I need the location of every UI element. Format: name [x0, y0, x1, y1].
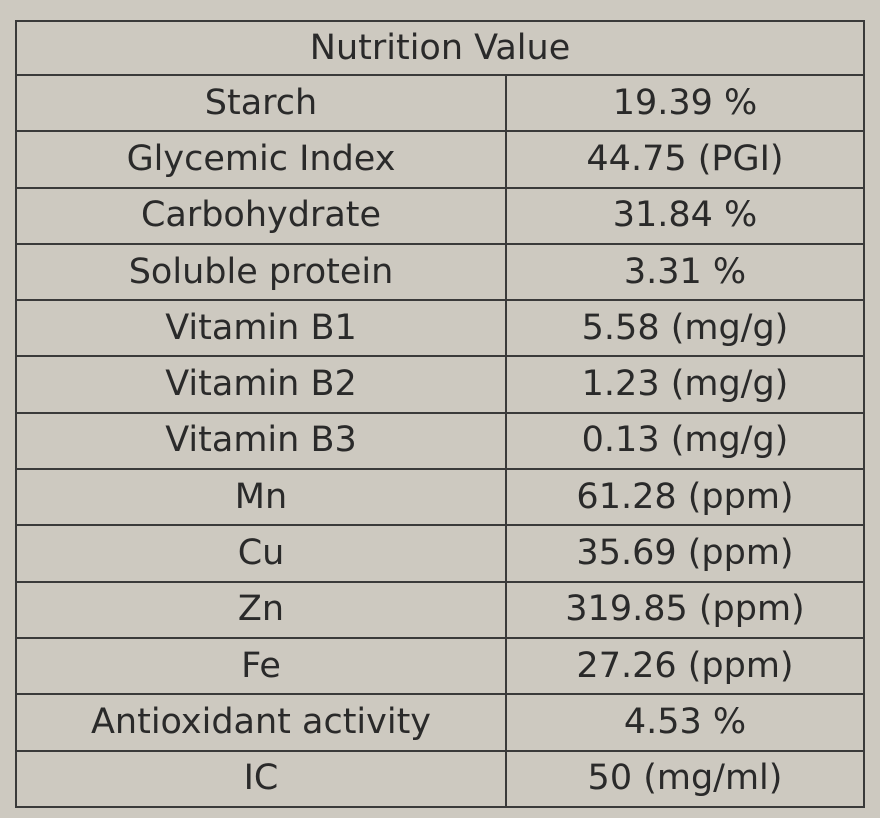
nutrient-name: Antioxidant activity [15, 693, 507, 752]
nutrient-value: 44.75 (PGI) [504, 130, 866, 189]
nutrient-value: 0.13 (mg/g) [504, 411, 866, 471]
nutrient-value: 19.39 % [504, 73, 866, 133]
table-row: Cu 35.69 (ppm) [15, 524, 866, 583]
table-row: Mn 61.28 (ppm) [15, 468, 866, 527]
nutrient-value: 27.26 (ppm) [504, 636, 866, 696]
nutrient-name: Vitamin B1 [15, 299, 507, 358]
nutrient-name: Fe [15, 636, 507, 696]
nutrient-value: 61.28 (ppm) [504, 468, 866, 527]
nutrient-value: 5.58 (mg/g) [504, 299, 866, 358]
table-row: Glycemic Index 44.75 (PGI) [15, 130, 866, 189]
nutrient-value: 319.85 (ppm) [504, 580, 866, 639]
table-row: Vitamin B3 0.13 (mg/g) [15, 411, 866, 471]
nutrient-name: Starch [15, 73, 507, 133]
table-row: Vitamin B1 5.58 (mg/g) [15, 299, 866, 358]
nutrient-value: 1.23 (mg/g) [504, 355, 866, 414]
table-row: Soluble protein 3.31 % [15, 242, 866, 302]
nutrient-name: Zn [15, 580, 507, 639]
nutrient-name: Cu [15, 524, 507, 583]
table-row: Fe 27.26 (ppm) [15, 636, 866, 696]
nutrient-value: 3.31 % [504, 242, 866, 302]
table-row: IC 50 (mg/ml) [15, 749, 866, 808]
nutrient-name: Glycemic Index [15, 130, 507, 189]
nutrient-name: Vitamin B2 [15, 355, 507, 414]
nutrient-name: Carbohydrate [15, 186, 507, 245]
table-row: Antioxidant activity 4.53 % [15, 693, 866, 752]
table-row: Starch 19.39 % [15, 73, 866, 133]
nutrient-name: Soluble protein [15, 242, 507, 302]
nutrient-name: Vitamin B3 [15, 411, 507, 471]
nutrition-table: Nutrition Value Starch 19.39 % Glycemic … [14, 20, 866, 808]
table-row: Carbohydrate 31.84 % [15, 186, 866, 245]
nutrient-value: 35.69 (ppm) [504, 524, 866, 583]
nutrient-value: 4.53 % [504, 693, 866, 752]
nutrient-value: 31.84 % [504, 186, 866, 245]
table-header-row: Nutrition Value [14, 20, 866, 76]
table-row: Vitamin B2 1.23 (mg/g) [15, 355, 866, 414]
nutrient-value: 50 (mg/ml) [504, 749, 866, 808]
table-title: Nutrition Value [14, 20, 866, 76]
nutrient-name: IC [15, 749, 507, 808]
table-row: Zn 319.85 (ppm) [15, 580, 866, 639]
nutrient-name: Mn [15, 468, 507, 527]
nutrition-table-container: Nutrition Value Starch 19.39 % Glycemic … [14, 20, 866, 808]
